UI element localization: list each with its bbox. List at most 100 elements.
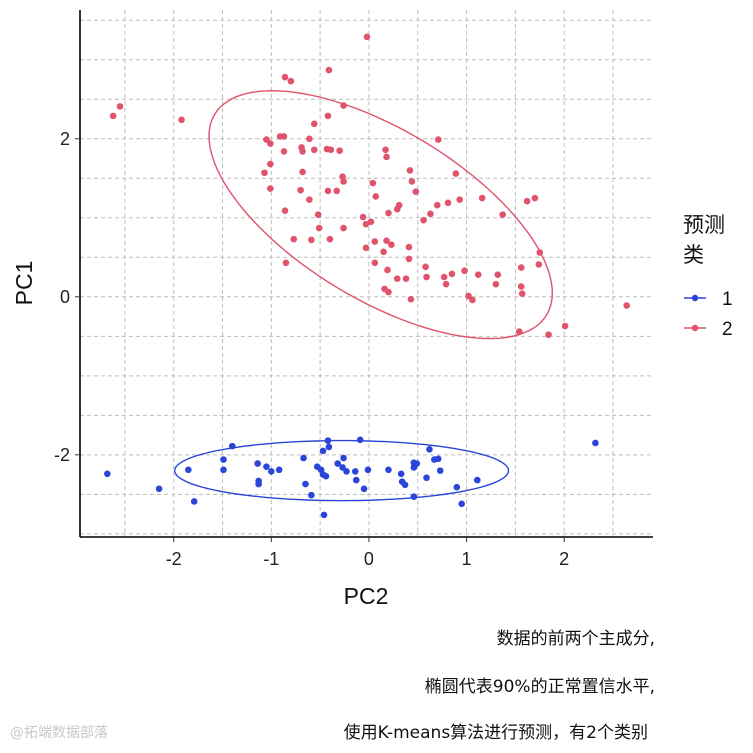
point-cluster-2 bbox=[299, 168, 306, 176]
point-cluster-1 bbox=[104, 470, 111, 478]
point-cluster-2 bbox=[310, 120, 318, 128]
point-cluster-2 bbox=[369, 179, 377, 187]
point-cluster-1 bbox=[360, 485, 368, 493]
point-cluster-1 bbox=[325, 443, 333, 451]
point-cluster-2 bbox=[531, 194, 539, 202]
point-cluster-2 bbox=[325, 66, 333, 74]
point-cluster-2 bbox=[267, 160, 274, 168]
point-cluster-2 bbox=[494, 271, 502, 278]
legend-label-2: 2 bbox=[722, 319, 733, 340]
point-cluster-2 bbox=[474, 271, 482, 278]
point-cluster-1 bbox=[220, 456, 227, 463]
legend-key-2-dot bbox=[691, 324, 699, 332]
point-cluster-2 bbox=[267, 140, 274, 147]
point-cluster-2 bbox=[535, 261, 543, 268]
point-cluster-2 bbox=[406, 167, 414, 174]
point-cluster-1 bbox=[426, 445, 433, 453]
point-cluster-2 bbox=[388, 241, 395, 248]
point-cluster-2 bbox=[517, 264, 525, 271]
caption-line-2: 椭圆代表90%的正常置信水平, bbox=[424, 677, 655, 697]
point-cluster-2 bbox=[267, 185, 274, 192]
watermark: @拓端数据部落 bbox=[10, 725, 108, 741]
point-cluster-2 bbox=[408, 178, 416, 185]
point-cluster-1 bbox=[473, 476, 481, 484]
point-cluster-1 bbox=[319, 447, 327, 455]
x-tick-label: -2 bbox=[166, 549, 182, 569]
point-cluster-1 bbox=[155, 485, 163, 493]
y-axis-title: PC1 bbox=[11, 261, 37, 306]
point-cluster-2 bbox=[333, 187, 341, 195]
point-cluster-2 bbox=[363, 33, 371, 41]
point-cluster-1 bbox=[351, 468, 359, 475]
point-cluster-2 bbox=[452, 170, 460, 177]
point-cluster-1 bbox=[592, 439, 599, 447]
grid bbox=[80, 10, 653, 537]
point-cluster-1 bbox=[190, 498, 198, 505]
point-cluster-2 bbox=[412, 188, 420, 196]
point-cluster-2 bbox=[523, 197, 531, 205]
point-cluster-2 bbox=[327, 146, 335, 154]
point-cluster-2 bbox=[395, 201, 403, 209]
point-cluster-2 bbox=[405, 243, 413, 251]
point-cluster-2 bbox=[515, 328, 523, 335]
point-cluster-1 bbox=[275, 466, 283, 474]
point-cluster-2 bbox=[362, 244, 370, 252]
point-cluster-1 bbox=[340, 454, 347, 462]
point-cluster-2 bbox=[407, 295, 415, 303]
x-axis-title: PC2 bbox=[344, 583, 389, 609]
point-cluster-2 bbox=[297, 186, 304, 194]
point-cluster-1 bbox=[385, 466, 392, 474]
point-cluster-2 bbox=[281, 207, 289, 214]
point-cluster-2 bbox=[314, 211, 322, 218]
point-cluster-1 bbox=[401, 481, 409, 489]
x-tick-label: 0 bbox=[364, 549, 374, 569]
point-cluster-1 bbox=[334, 460, 342, 467]
point-cluster-2 bbox=[456, 196, 464, 203]
point-cluster-2 bbox=[287, 77, 295, 85]
point-cluster-2 bbox=[367, 218, 375, 226]
point-cluster-2 bbox=[261, 169, 268, 177]
point-cluster-1 bbox=[263, 463, 270, 470]
point-cluster-2 bbox=[536, 249, 544, 256]
point-cluster-2 bbox=[444, 199, 452, 207]
point-cluster-2 bbox=[434, 136, 442, 143]
point-cluster-1 bbox=[352, 476, 360, 484]
point-cluster-2 bbox=[380, 248, 387, 256]
y-tick-label: 0 bbox=[60, 287, 70, 307]
point-cluster-1 bbox=[268, 468, 275, 475]
point-cluster-1 bbox=[458, 500, 465, 508]
point-cluster-2 bbox=[383, 153, 390, 161]
ellipse-cluster-1 bbox=[173, 439, 510, 502]
point-cluster-2 bbox=[499, 211, 506, 218]
point-cluster-2 bbox=[469, 296, 476, 304]
legend-label-1: 1 bbox=[722, 289, 733, 310]
point-cluster-2 bbox=[420, 216, 427, 224]
legend-key-1-dot bbox=[691, 294, 699, 302]
point-cluster-2 bbox=[336, 147, 343, 154]
point-cluster-1 bbox=[364, 466, 372, 474]
point-cluster-2 bbox=[290, 235, 298, 243]
point-cluster-2 bbox=[359, 213, 367, 221]
point-cluster-1 bbox=[397, 470, 405, 478]
y-tick-label: 2 bbox=[60, 129, 70, 149]
point-cluster-2 bbox=[423, 273, 430, 281]
point-cluster-2 bbox=[433, 201, 441, 209]
point-cluster-2 bbox=[422, 263, 429, 271]
point-cluster-2 bbox=[385, 209, 392, 217]
point-cluster-2 bbox=[478, 194, 486, 202]
point-cluster-1 bbox=[453, 483, 461, 491]
point-cluster-2 bbox=[518, 290, 526, 297]
point-cluster-2 bbox=[623, 302, 630, 309]
legend-title-line1: 预测 bbox=[683, 213, 725, 237]
point-cluster-2 bbox=[340, 102, 347, 109]
point-cluster-2 bbox=[324, 112, 332, 120]
point-cluster-1 bbox=[324, 437, 332, 444]
x-tick-label: -1 bbox=[263, 549, 279, 569]
point-cluster-1 bbox=[356, 436, 364, 444]
point-cluster-1 bbox=[185, 466, 192, 474]
point-cluster-2 bbox=[545, 331, 552, 339]
point-cluster-2 bbox=[427, 210, 434, 218]
point-cluster-2 bbox=[442, 280, 450, 288]
legend-title-line2: 类 bbox=[683, 243, 704, 267]
